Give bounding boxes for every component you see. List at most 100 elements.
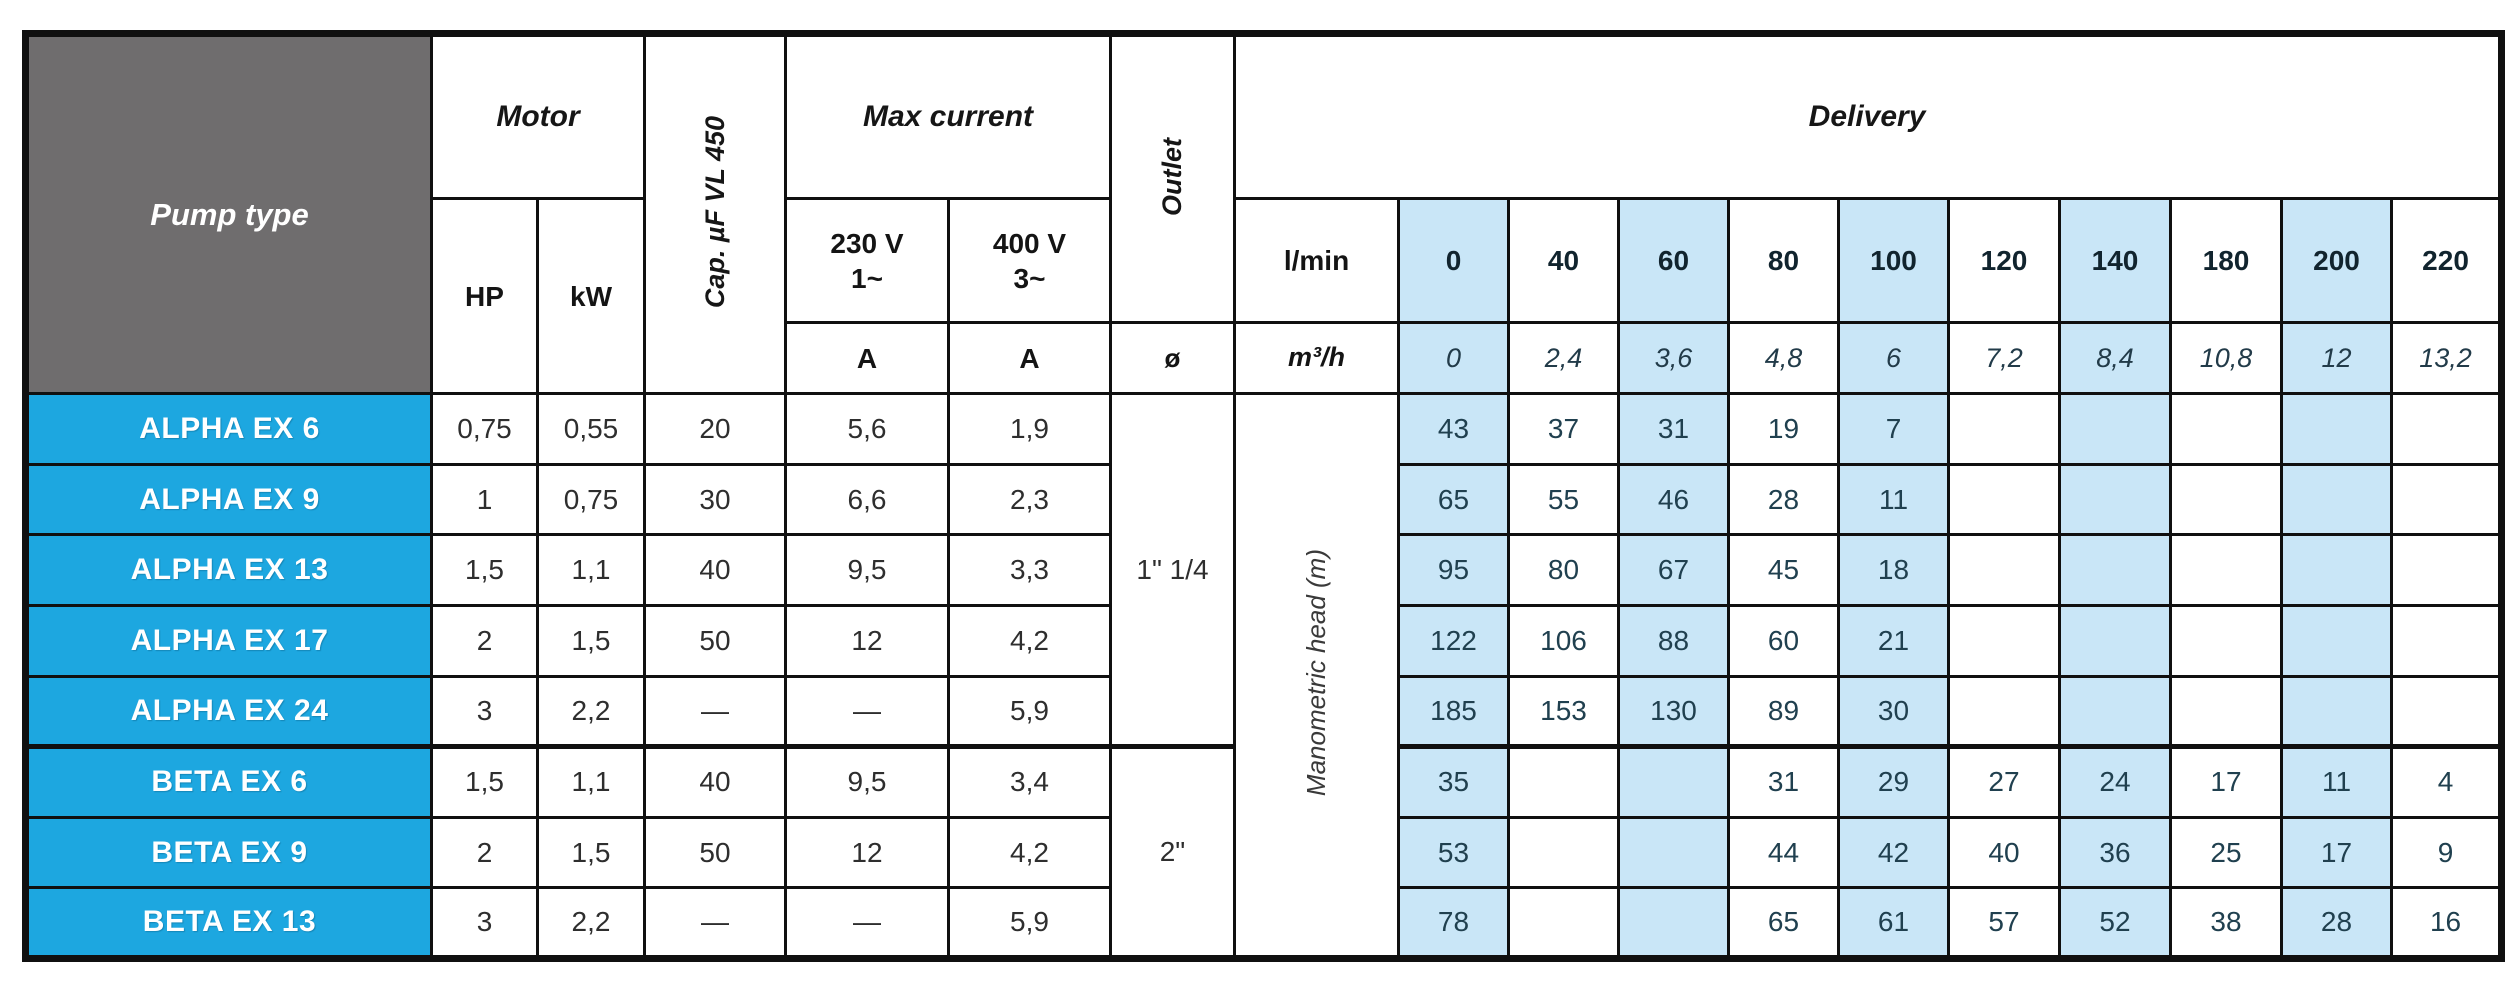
delivery-lmin-120: 120: [1947, 197, 2061, 325]
delivery-m3h-6: 6: [1837, 321, 1950, 396]
head-value: 30: [1837, 674, 1950, 749]
hp-value: 2: [430, 815, 539, 890]
delivery-m3h-4,8: 4,8: [1727, 321, 1840, 396]
delivery-m3h-7,2: 7,2: [1947, 321, 2061, 396]
amp-230-value: 12: [784, 603, 950, 678]
hp-value: 1,5: [430, 744, 539, 819]
outlet-header-text: Outlet: [1157, 137, 1187, 216]
head-value: 42: [1837, 815, 1950, 890]
amp-230-value: —: [784, 674, 950, 749]
head-value: 28: [1727, 462, 1840, 537]
amp-400-value: 3,3: [947, 533, 1112, 607]
pump-name: ALPHA EX 13: [24, 533, 433, 607]
capacitor-header: Cap. µF VL 450: [643, 31, 787, 396]
head-value: [2389, 674, 2504, 749]
motor-header: Motor: [430, 31, 646, 201]
hp-value: 1,5: [430, 533, 539, 607]
delivery-lmin-220: 220: [2389, 197, 2504, 325]
amp-230-value: 9,5: [784, 533, 950, 607]
head-value: 24: [2058, 744, 2172, 819]
manometric-head-text: Manometric head (m): [1301, 549, 1331, 797]
head-value: [2169, 533, 2283, 607]
outlet-diameter-symbol: ø: [1109, 321, 1236, 396]
head-value: 21: [1837, 603, 1950, 678]
head-value: [2169, 392, 2283, 466]
head-value: 89: [1727, 674, 1840, 749]
kw-value: 1,1: [536, 744, 646, 819]
kw-value: 1,1: [536, 533, 646, 607]
head-value: 28: [2280, 886, 2393, 960]
voltage-400-text: 400 V: [992, 227, 1067, 259]
head-value: 65: [1397, 462, 1510, 537]
delivery-lmin-60: 60: [1617, 197, 1730, 325]
table-row: ALPHA EX 6 0,75 0,55 20 5,6 1,9 1" 1/4 Manometr…: [24, 392, 2504, 960]
head-value: 9: [2389, 815, 2504, 890]
delivery-lmin-180: 180: [2169, 197, 2283, 325]
head-value: 38: [2169, 886, 2283, 960]
head-value: 29: [1837, 744, 1950, 819]
head-value: 88: [1617, 603, 1730, 678]
head-value: 16: [2389, 886, 2504, 960]
delivery-m3h-10,8: 10,8: [2169, 321, 2283, 396]
manometric-head-cell: Manometric head (m): [1233, 392, 1400, 960]
cap-value: 30: [643, 462, 787, 537]
head-value: 95: [1397, 533, 1510, 607]
head-value: 80: [1507, 533, 1620, 607]
pump-spec-table: Pump type Motor Cap. µF VL 450 Max curre…: [22, 30, 2506, 962]
amp-400-value: 4,2: [947, 815, 1112, 890]
head-value: [2389, 603, 2504, 678]
head-value: [2058, 674, 2172, 749]
header-row-subunits: A A ø m³/h 0 2,4 3,6 4,8 6 7,2 8,4 10,8 12 13,2: [26, 321, 2504, 396]
table-row: BETA EX 13 3 2,2— —5,9 78 65 61 57 52 38 28 16: [24, 886, 2504, 960]
hp-value: 3: [430, 674, 539, 749]
amp-230-value: 5,6: [784, 392, 950, 466]
voltage-230-header: 230 V 1~: [784, 197, 950, 325]
head-value: 55: [1507, 462, 1620, 537]
head-value: [1617, 815, 1730, 890]
ampere-230-unit: A: [784, 321, 950, 396]
head-value: [2389, 392, 2504, 466]
header-row-units: HP kW 230 V 1~ 400 V 3~ l/min 0 40 60 80 100 12…: [26, 197, 2504, 396]
head-value: [2058, 392, 2172, 466]
table-row: ALPHA EX 17 2 1,5 50 12 4,2 122 106 88 60 21: [24, 603, 2504, 678]
delivery-lmin-0: 0: [1397, 197, 1510, 325]
flow-m3h-label: m³/h: [1233, 321, 1400, 396]
head-value: 11: [1837, 462, 1950, 537]
head-value: [2058, 603, 2172, 678]
head-value: 153: [1507, 674, 1620, 749]
head-value: 27: [1947, 744, 2061, 819]
head-value: 31: [1727, 744, 1840, 819]
head-value: [2280, 674, 2393, 749]
head-value: 31: [1617, 392, 1730, 466]
head-value: 40: [1947, 815, 2061, 890]
table-row: ALPHA EX 13 1,5 1,1 40 9,5 3,3 95 80 67 45 18: [24, 533, 2504, 607]
pump-name: ALPHA EX 24: [24, 674, 433, 749]
delivery-lmin-140: 140: [2058, 197, 2172, 325]
amp-400-value: 5,9: [947, 674, 1112, 749]
delivery-m3h-8,4: 8,4: [2058, 321, 2172, 396]
head-value: 17: [2280, 815, 2393, 890]
head-value: [2280, 462, 2393, 537]
cap-value: 50: [643, 603, 787, 678]
cap-value: —: [643, 674, 787, 749]
amp-400-value: 4,2: [947, 603, 1112, 678]
head-value: [2169, 603, 2283, 678]
head-value: 11: [2280, 744, 2393, 819]
head-value: 106: [1507, 603, 1620, 678]
kw-value: 0,75: [536, 462, 646, 537]
head-value: [1617, 744, 1730, 819]
head-value: 25: [2169, 815, 2283, 890]
head-value: 45: [1727, 533, 1840, 607]
head-value: 122: [1397, 603, 1510, 678]
head-value: 4: [2389, 744, 2504, 819]
head-value: 67: [1617, 533, 1730, 607]
hp-value: 3: [430, 886, 539, 960]
head-value: [1507, 744, 1620, 819]
outlet-size-alpha: 1" 1/4: [1109, 392, 1236, 749]
delivery-m3h-3,6: 3,6: [1617, 321, 1730, 396]
hp-value: 1: [430, 462, 539, 537]
delivery-m3h-12: 12: [2280, 321, 2393, 396]
delivery-lmin-40: 40: [1507, 197, 1620, 325]
table-row: ALPHA EX 9 1 0,75 30 6,6 2,3 65 55 46 28 11: [24, 462, 2504, 537]
head-value: 52: [2058, 886, 2172, 960]
